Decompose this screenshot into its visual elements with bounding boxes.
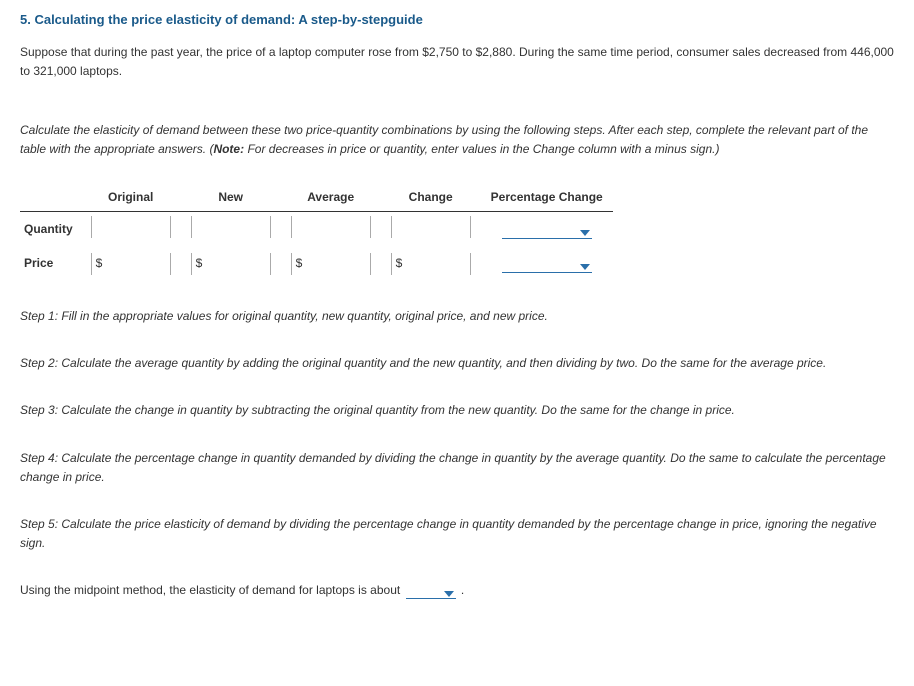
header-change: Change: [381, 184, 481, 212]
intro-paragraph: Suppose that during the past year, the p…: [20, 43, 894, 81]
quantity-change-input[interactable]: [391, 216, 471, 238]
step-1: Step 1: Fill in the appropriate values f…: [20, 307, 894, 326]
header-empty: [20, 184, 81, 212]
quantity-original-input[interactable]: [91, 216, 171, 238]
price-row: Price $ $ $ $: [20, 248, 613, 279]
quantity-average-input[interactable]: [291, 216, 371, 238]
price-original-input[interactable]: $: [91, 253, 171, 275]
price-pctchange-dropdown[interactable]: [502, 254, 592, 273]
dollar-prefix: $: [396, 254, 403, 273]
chevron-down-icon: [580, 230, 590, 236]
dollar-prefix: $: [196, 254, 203, 273]
header-percentage-change: Percentage Change: [481, 184, 613, 212]
header-original: Original: [81, 184, 181, 212]
final-after: .: [458, 583, 465, 597]
step-3: Step 3: Calculate the change in quantity…: [20, 401, 894, 420]
elasticity-table: Original New Average Change Percentage C…: [20, 184, 613, 280]
header-new: New: [181, 184, 281, 212]
instruction-paragraph: Calculate the elasticity of demand betwe…: [20, 121, 894, 159]
final-sentence: Using the midpoint method, the elasticit…: [20, 581, 894, 600]
header-average: Average: [281, 184, 381, 212]
table-header-row: Original New Average Change Percentage C…: [20, 184, 613, 212]
step-2: Step 2: Calculate the average quantity b…: [20, 354, 894, 373]
quantity-row: Quantity: [20, 211, 613, 248]
step-5: Step 5: Calculate the price elasticity o…: [20, 515, 894, 553]
quantity-new-input[interactable]: [191, 216, 271, 238]
price-new-input[interactable]: $: [191, 253, 271, 275]
price-average-input[interactable]: $: [291, 253, 371, 275]
question-heading: 5. Calculating the price elasticity of d…: [20, 10, 894, 31]
row-label-quantity: Quantity: [20, 211, 81, 248]
final-before: Using the midpoint method, the elasticit…: [20, 583, 404, 597]
price-change-input[interactable]: $: [391, 253, 471, 275]
quantity-pctchange-dropdown[interactable]: [502, 220, 592, 239]
step-4: Step 4: Calculate the percentage change …: [20, 449, 894, 487]
instruction-note-text: For decreases in price or quantity, ente…: [244, 142, 719, 156]
elasticity-answer-dropdown[interactable]: [406, 584, 456, 599]
chevron-down-icon: [444, 591, 454, 597]
row-label-price: Price: [20, 248, 81, 279]
dollar-prefix: $: [296, 254, 303, 273]
chevron-down-icon: [580, 264, 590, 270]
dollar-prefix: $: [96, 254, 103, 273]
note-label: Note:: [213, 142, 244, 156]
